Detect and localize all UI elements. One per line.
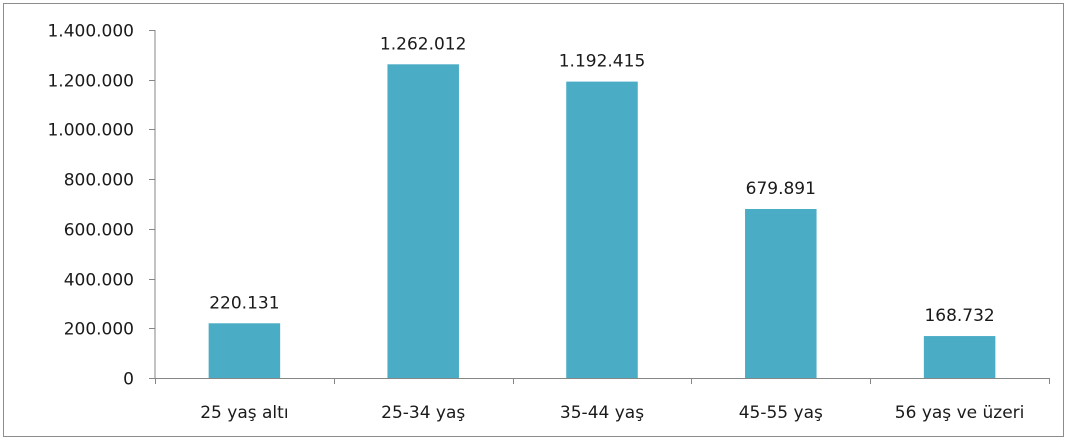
bar bbox=[387, 64, 459, 379]
y-tick-label: 400.000 bbox=[64, 271, 134, 291]
data-label: 1.262.012 bbox=[380, 34, 467, 54]
bar bbox=[745, 208, 817, 378]
y-tick-label: 1.400.000 bbox=[47, 22, 134, 42]
y-axis: 0 200.000 400.000 600.000 800.000 1.000.000 1.… bbox=[47, 22, 156, 390]
x-tick-label: 35-44 yaş bbox=[560, 403, 644, 423]
x-tick-label: 45-55 yaş bbox=[739, 403, 823, 423]
data-label: 1.192.415 bbox=[559, 52, 646, 72]
y-tick-label: 0 bbox=[123, 370, 134, 390]
data-label: 679.891 bbox=[746, 179, 816, 199]
y-tick-label: 800.000 bbox=[64, 171, 134, 191]
data-label: 168.732 bbox=[924, 306, 994, 326]
x-tick-label: 25-34 yaş bbox=[381, 403, 465, 423]
x-axis: 25 yaş altı 25-34 yaş 35-44 yaş 45-55 yaş 56… bbox=[155, 378, 1050, 423]
x-tick-label: 56 yaş ve üzeri bbox=[895, 403, 1025, 423]
bar bbox=[208, 323, 281, 378]
y-tick-label: 1.200.000 bbox=[47, 72, 134, 92]
y-tick-label: 1.000.000 bbox=[47, 121, 134, 141]
y-tick-label: 600.000 bbox=[64, 221, 134, 241]
chart-frame bbox=[3, 3, 1064, 437]
y-tick-label: 200.000 bbox=[64, 320, 134, 340]
bar bbox=[923, 336, 996, 378]
bars bbox=[208, 64, 996, 379]
bar bbox=[566, 81, 638, 378]
x-tick-label: 25 yaş altı bbox=[200, 403, 288, 423]
data-label: 220.131 bbox=[209, 293, 279, 313]
data-labels: 220.131 1.262.012 1.192.415 679.891 168.732 bbox=[209, 34, 995, 326]
